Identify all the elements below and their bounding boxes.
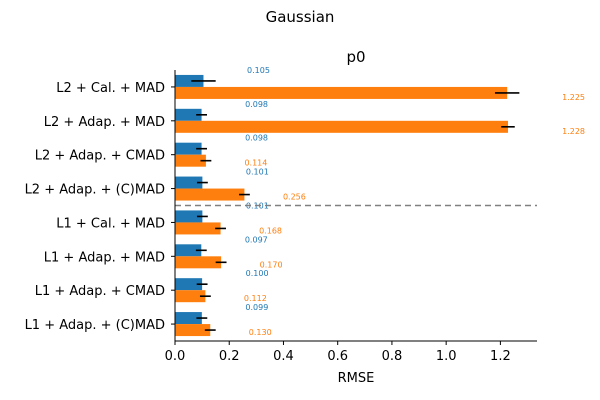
- bar: [175, 210, 203, 223]
- x-tick-label: 0.2: [219, 349, 240, 364]
- value-label: 0.130: [249, 328, 272, 337]
- bar: [175, 108, 202, 121]
- value-label: 0.100: [246, 269, 269, 278]
- value-label: 0.105: [247, 66, 270, 75]
- chart-title: p0: [346, 48, 365, 66]
- category-label: L1 + Cal. + MAD: [56, 216, 165, 231]
- bar: [175, 86, 508, 99]
- bar: [175, 324, 211, 337]
- bar: [175, 142, 202, 155]
- bar: [175, 176, 203, 189]
- x-tick-label: 0.8: [382, 349, 403, 364]
- value-label: 0.114: [244, 159, 267, 168]
- category-label: L1 + Adap. + MAD: [44, 250, 165, 265]
- bar: [175, 188, 245, 201]
- x-tick-label: 1.2: [490, 349, 511, 364]
- category-label: L2 + Adap. + MAD: [44, 115, 165, 130]
- value-label: 0.097: [245, 235, 268, 244]
- bar: [175, 278, 203, 291]
- bar: [175, 222, 221, 235]
- bar: [175, 120, 508, 133]
- x-tick-label: 1.0: [436, 349, 457, 364]
- chart-suptitle: Gaussian: [266, 8, 335, 26]
- category-label: L2 + Adap. + (C)MAD: [25, 183, 165, 198]
- bar: [175, 74, 204, 87]
- bar: [175, 312, 202, 325]
- x-tick-label: 0.6: [327, 349, 348, 364]
- value-label: 0.099: [245, 303, 268, 312]
- value-label: 0.170: [260, 260, 283, 269]
- value-label: 0.168: [259, 226, 282, 235]
- value-label: 0.112: [244, 294, 267, 303]
- value-label: 0.101: [246, 168, 269, 177]
- x-tick-label: 0.0: [165, 349, 186, 364]
- value-label: 0.098: [245, 134, 268, 143]
- value-label: 0.098: [245, 100, 268, 109]
- bar: [175, 290, 206, 303]
- value-label: 1.225: [562, 93, 585, 102]
- value-label: 1.228: [562, 127, 585, 136]
- x-axis-label: RMSE: [338, 371, 375, 386]
- value-label: 0.256: [283, 193, 306, 202]
- bar: [175, 154, 206, 167]
- category-label: L1 + Adap. + CMAD: [35, 284, 165, 299]
- bar: [175, 256, 222, 269]
- category-label: L2 + Adap. + CMAD: [35, 149, 165, 164]
- bar: [175, 244, 202, 257]
- category-label: L2 + Cal. + MAD: [56, 81, 165, 96]
- category-label: L1 + Adap. + (C)MAD: [25, 318, 165, 333]
- x-tick-label: 0.4: [273, 349, 294, 364]
- plot-area: L2 + Cal. + MAD 0.105 1.225 L2 + Adap. + MA…: [25, 66, 585, 364]
